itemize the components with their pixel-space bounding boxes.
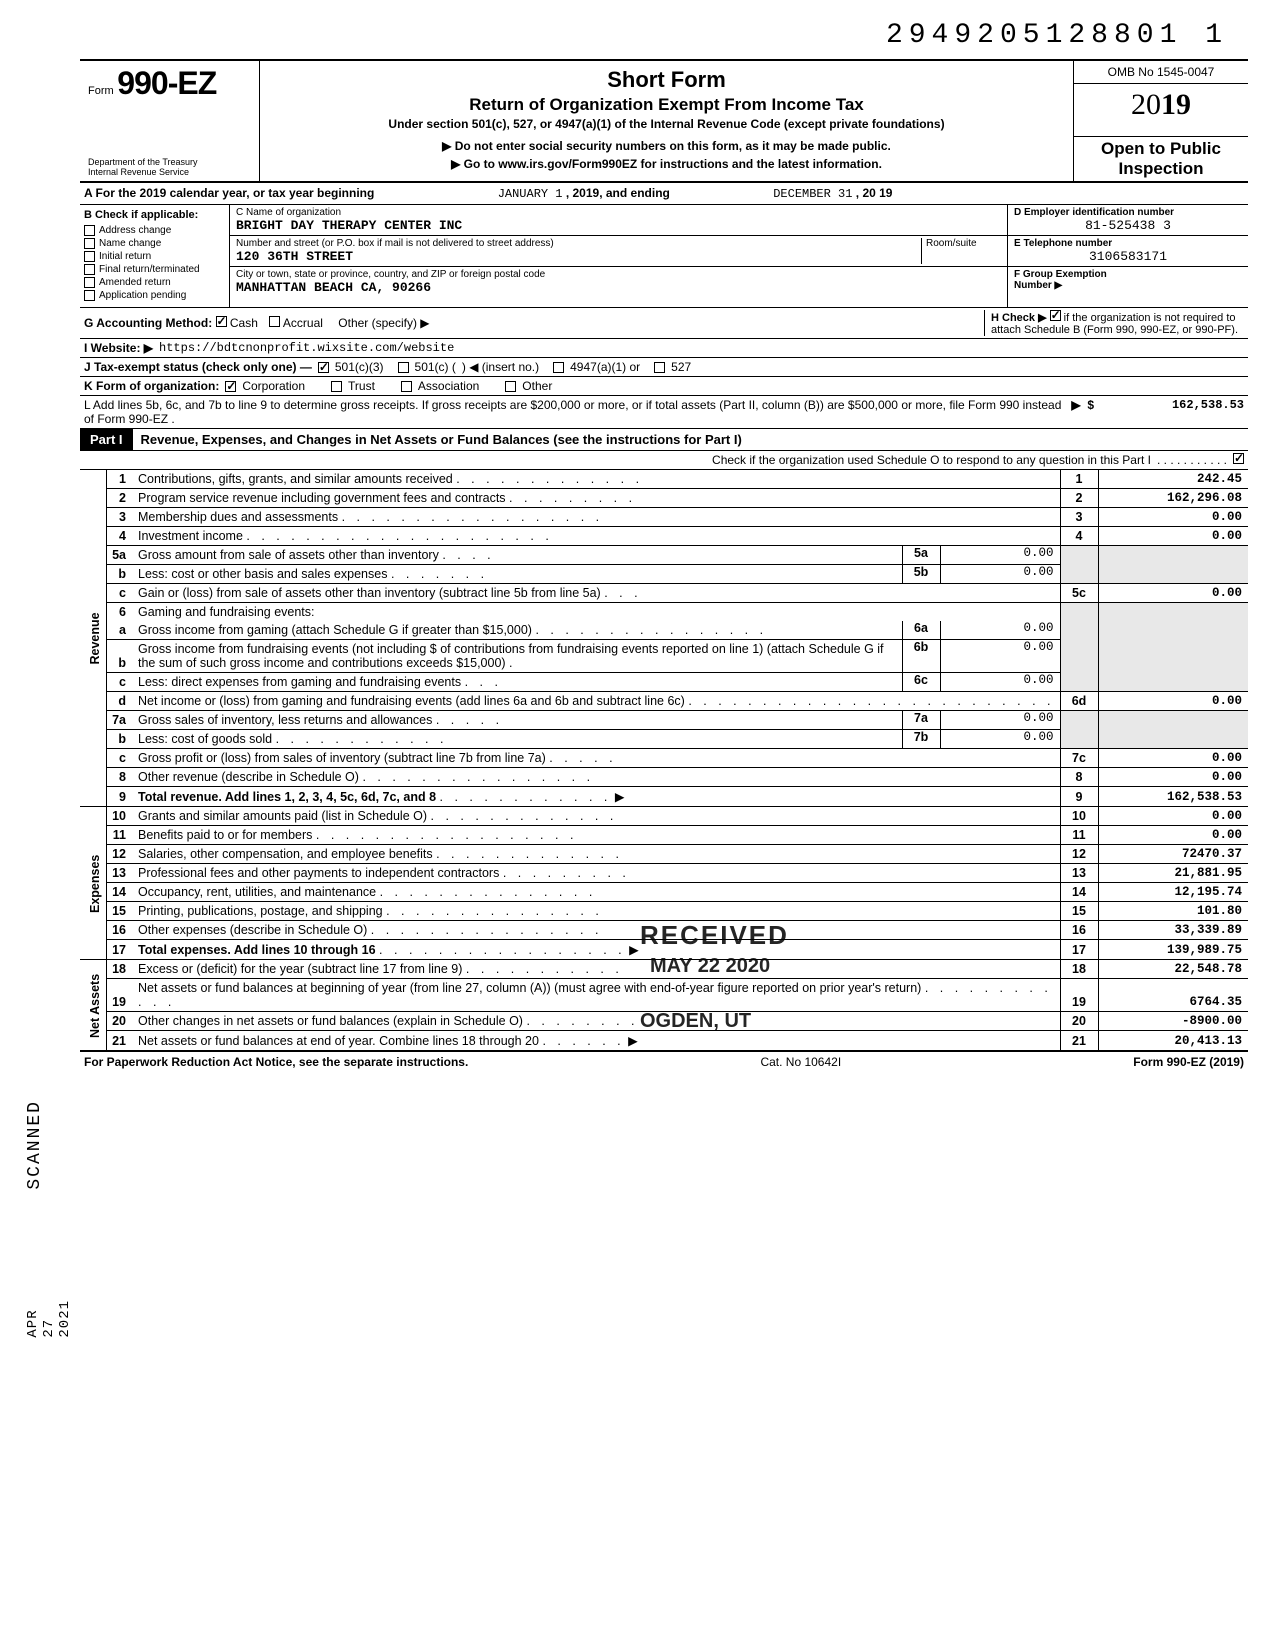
chk-corp[interactable] (225, 381, 236, 392)
stamp-scanned: SCANNED (25, 1100, 45, 1190)
form-prefix: Form (88, 85, 114, 97)
amt-12: 72470.37 (1098, 845, 1248, 864)
amt-21: 20,413.13 (1098, 1031, 1248, 1051)
amt-17: 139,989.75 (1098, 940, 1248, 960)
top-grid: B Check if applicable: Address change Na… (80, 205, 1248, 308)
part-i-header: Part I Revenue, Expenses, and Changes in… (80, 429, 1248, 451)
side-netassets: Net Assets (80, 960, 106, 1051)
row-j: J Tax-exempt status (check only one) — 5… (80, 358, 1248, 377)
title-note1: Do not enter social security numbers on … (270, 139, 1063, 153)
title-note2: Go to www.irs.gov/Form990EZ for instruct… (270, 157, 1063, 171)
amt-4: 0.00 (1098, 527, 1248, 546)
tax-year: 20201919 (1074, 84, 1248, 137)
open-inspection: Open to Public Inspection (1074, 137, 1248, 181)
chk-final[interactable] (84, 264, 95, 275)
doc-id: 2949205128801 1 (80, 20, 1248, 51)
col-d: D Employer identification number 81-5254… (1008, 205, 1248, 307)
check-schedule-o: Check if the organization used Schedule … (80, 451, 1248, 470)
col-c: C Name of organization BRIGHT DAY THERAP… (230, 205, 1008, 307)
form-header: Form 990-EZ Department of the Treasury I… (80, 59, 1248, 183)
amt-18: 22,548.78 (1098, 960, 1248, 979)
chk-trust[interactable] (331, 381, 342, 392)
chk-schedule-o[interactable] (1233, 453, 1244, 464)
row-a: A For the 2019 calendar year, or tax yea… (80, 183, 1248, 205)
dept-label: Department of the Treasury (88, 157, 251, 167)
chk-4947[interactable] (553, 362, 564, 373)
chk-initial[interactable] (84, 251, 95, 262)
row-l: L Add lines 5b, 6c, and 7b to line 9 to … (80, 396, 1248, 429)
amt-20: -8900.00 (1098, 1012, 1248, 1031)
amt-8: 0.00 (1098, 768, 1248, 787)
chk-527[interactable] (654, 362, 665, 373)
chk-other[interactable] (505, 381, 516, 392)
amt-13: 21,881.95 (1098, 864, 1248, 883)
financial-table: Revenue 1Contributions, gifts, grants, a… (80, 470, 1248, 1051)
chk-address[interactable] (84, 225, 95, 236)
chk-501c3[interactable] (318, 362, 329, 373)
amt-16: 33,339.89 (1098, 921, 1248, 940)
amt-14: 12,195.74 (1098, 883, 1248, 902)
row-k: K Form of organization: Corporation Trus… (80, 377, 1248, 396)
org-address: 120 36TH STREET (236, 249, 921, 264)
form-number: 990-EZ (117, 65, 216, 101)
chk-assoc[interactable] (401, 381, 412, 392)
amt-1: 242.45 (1098, 470, 1248, 489)
amt-11: 0.00 (1098, 826, 1248, 845)
website: https://bdtcnonprofit.wixsite.com/websit… (159, 341, 454, 355)
omb: OMB No 1545-0047 (1074, 61, 1248, 84)
col-b: B Check if applicable: Address change Na… (80, 205, 230, 307)
title-sub1: Return of Organization Exempt From Incom… (270, 95, 1063, 115)
amt-7c: 0.00 (1098, 749, 1248, 768)
amt-3: 0.00 (1098, 508, 1248, 527)
org-city: MANHATTAN BEACH CA, 90266 (236, 280, 1001, 295)
amt-5c: 0.00 (1098, 584, 1248, 603)
irs-label: Internal Revenue Service (88, 167, 251, 177)
amt-15: 101.80 (1098, 902, 1248, 921)
side-expenses: Expenses (80, 807, 106, 960)
chk-pending[interactable] (84, 290, 95, 301)
org-name: BRIGHT DAY THERAPY CENTER INC (236, 218, 1001, 233)
title-main: Short Form (270, 67, 1063, 93)
title-sub2: Under section 501(c), 527, or 4947(a)(1)… (270, 117, 1063, 131)
amt-2: 162,296.08 (1098, 489, 1248, 508)
amt-9: 162,538.53 (1098, 787, 1248, 807)
amt-10: 0.00 (1098, 807, 1248, 826)
chk-accrual[interactable] (269, 316, 280, 327)
chk-name[interactable] (84, 238, 95, 249)
chk-cash[interactable] (216, 316, 227, 327)
ein: 81-525438 3 (1014, 218, 1242, 233)
stamp-apr: APR 27 2021 (25, 1300, 73, 1338)
chk-amended[interactable] (84, 277, 95, 288)
row-i: I Website: ▶ https://bdtcnonprofit.wixsi… (80, 339, 1248, 358)
telephone: 3106583171 (1014, 249, 1242, 264)
amt-19: 6764.35 (1098, 979, 1248, 1012)
side-revenue: Revenue (80, 470, 106, 807)
gross-receipts: 162,538.53 (1094, 398, 1244, 426)
chk-501c[interactable] (398, 362, 409, 373)
chk-h[interactable] (1050, 310, 1061, 321)
footer: For Paperwork Reduction Act Notice, see … (80, 1051, 1248, 1072)
row-g-h: G Accounting Method: Cash Accrual Other … (80, 308, 1248, 339)
amt-6d: 0.00 (1098, 692, 1248, 711)
